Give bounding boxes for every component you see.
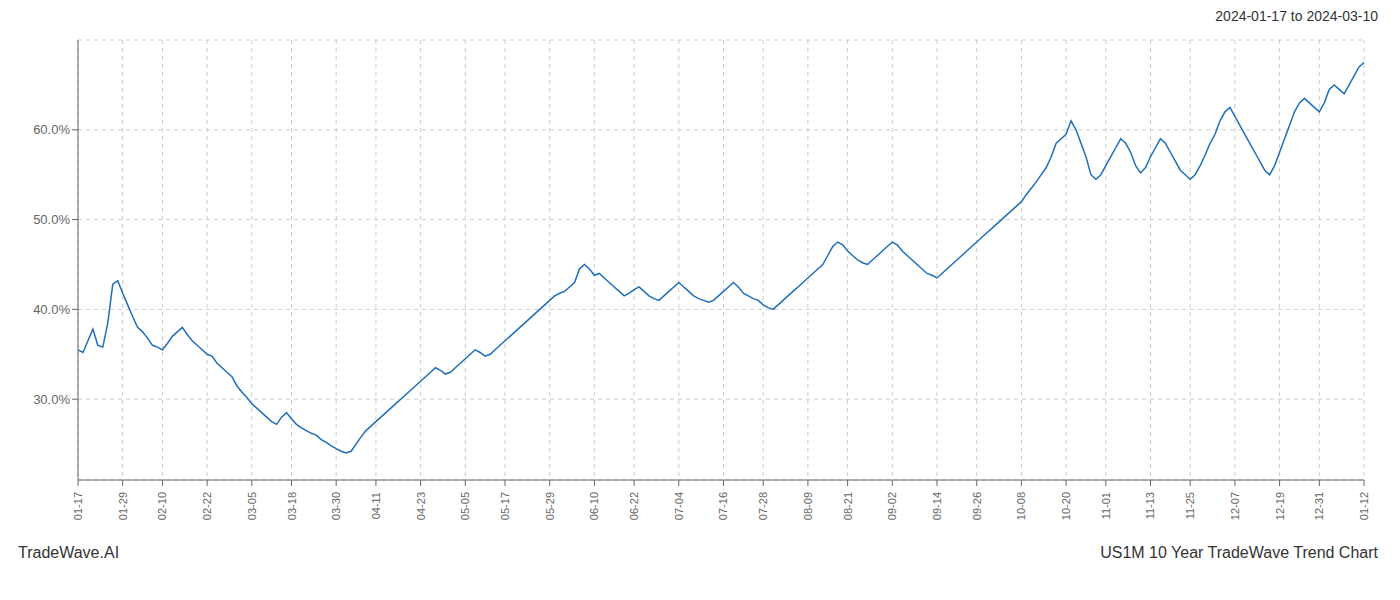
svg-text:07-16: 07-16 bbox=[717, 492, 729, 520]
svg-text:30.0%: 30.0% bbox=[33, 392, 70, 407]
svg-text:11-25: 11-25 bbox=[1184, 492, 1196, 519]
svg-text:12-19: 12-19 bbox=[1274, 492, 1286, 520]
svg-text:09-26: 09-26 bbox=[971, 492, 983, 520]
svg-text:03-05: 03-05 bbox=[246, 492, 258, 520]
html-text:TradeWave.AI: TradeWave.AI bbox=[18, 544, 120, 561]
svg-text:06-10: 06-10 bbox=[588, 492, 600, 520]
svg-text:03-30: 03-30 bbox=[330, 492, 342, 520]
svg-text:05-17: 05-17 bbox=[499, 492, 511, 520]
svg-text:02-10: 02-10 bbox=[156, 492, 168, 520]
svg-text:05-05: 05-05 bbox=[459, 492, 471, 520]
svg-text:07-04: 07-04 bbox=[673, 492, 685, 520]
html-text:2024-01-17 to 2024-03-10: 2024-01-17 to 2024-03-10 bbox=[1215, 8, 1378, 24]
svg-text:12-07: 12-07 bbox=[1229, 492, 1241, 520]
svg-text:12-31: 12-31 bbox=[1313, 492, 1325, 520]
svg-text:04-11: 04-11 bbox=[370, 492, 382, 519]
svg-text:08-09: 08-09 bbox=[802, 492, 814, 520]
svg-text:07-28: 07-28 bbox=[757, 492, 769, 520]
svg-text:50.0%: 50.0% bbox=[33, 212, 70, 227]
svg-text:11-13: 11-13 bbox=[1144, 492, 1156, 519]
svg-text:08-21: 08-21 bbox=[842, 492, 854, 520]
svg-text:05-29: 05-29 bbox=[544, 492, 556, 520]
svg-text:01-29: 01-29 bbox=[117, 492, 129, 520]
svg-text:11-01: 11-01 bbox=[1100, 492, 1112, 519]
svg-text:40.0%: 40.0% bbox=[33, 302, 70, 317]
svg-text:09-02: 09-02 bbox=[886, 492, 898, 520]
html-text:US1M 10 Year TradeWave Trend C: US1M 10 Year TradeWave Trend Chart bbox=[1100, 544, 1378, 561]
svg-text:06-22: 06-22 bbox=[628, 492, 640, 520]
svg-text:10-20: 10-20 bbox=[1060, 492, 1072, 520]
svg-text:60.0%: 60.0% bbox=[33, 122, 70, 137]
svg-text:09-14: 09-14 bbox=[931, 492, 943, 520]
svg-text:01-17: 01-17 bbox=[72, 492, 84, 520]
svg-text:01-12: 01-12 bbox=[1358, 492, 1370, 520]
svg-text:02-22: 02-22 bbox=[201, 492, 213, 520]
svg-text:04-23: 04-23 bbox=[415, 492, 427, 520]
svg-text:10-08: 10-08 bbox=[1015, 492, 1027, 520]
svg-text:03-18: 03-18 bbox=[286, 492, 298, 520]
